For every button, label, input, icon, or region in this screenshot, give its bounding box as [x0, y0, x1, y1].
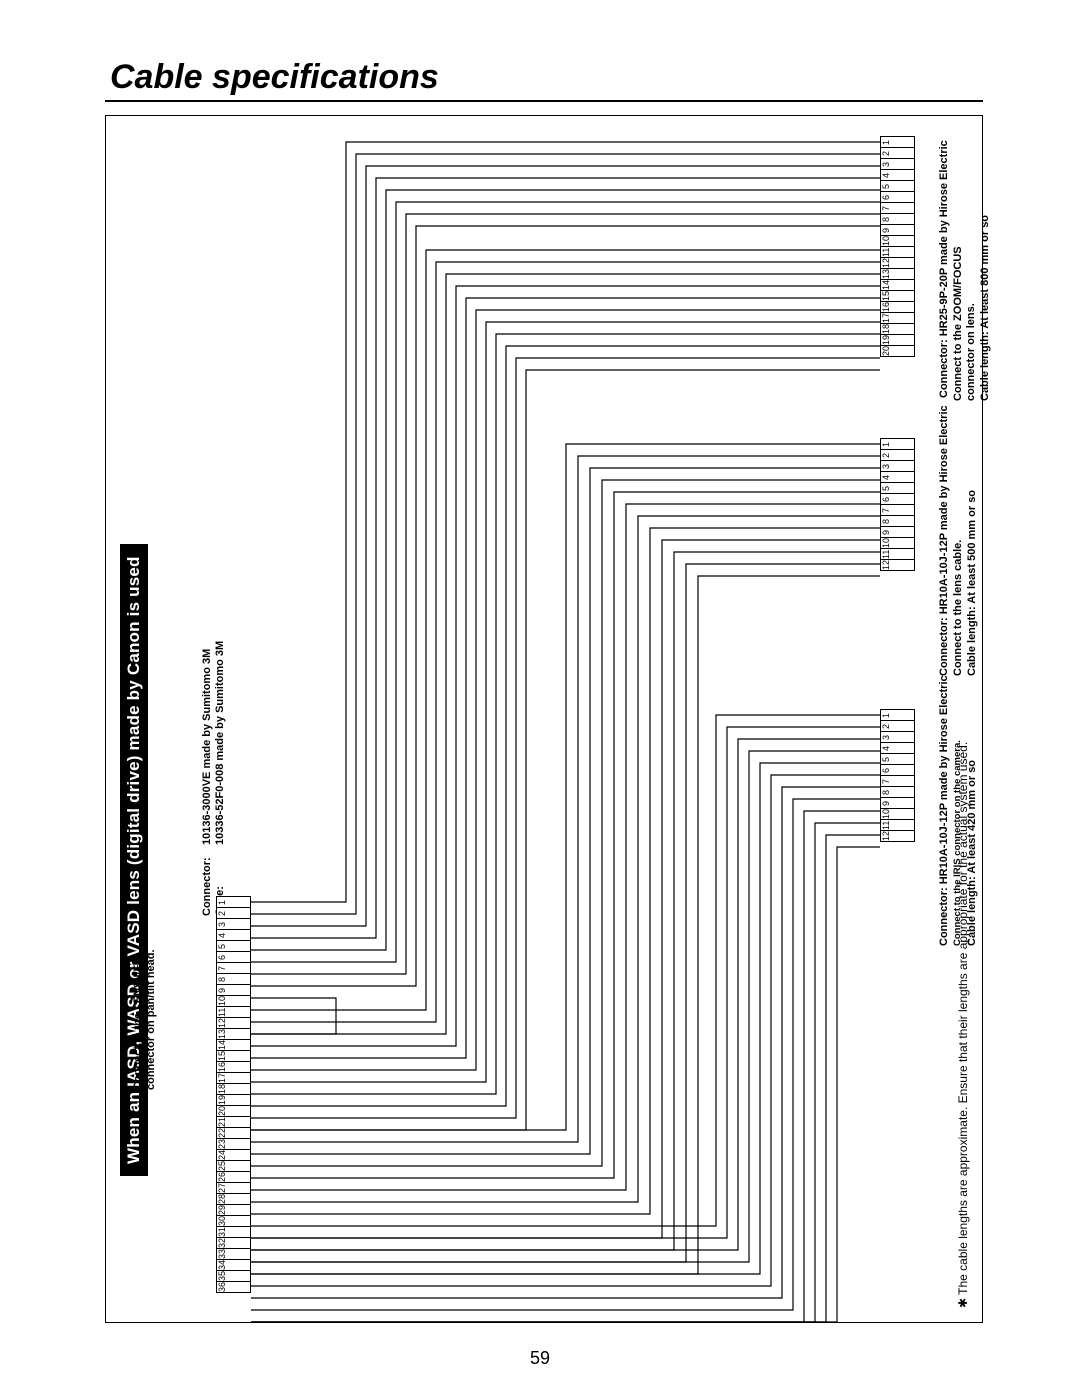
wiring-diagram — [106, 116, 984, 1324]
outer-frame: When an IASD, WASD or VASD lens (digital… — [105, 115, 983, 1323]
page-title: Cable specifications — [110, 58, 439, 97]
page-number: 59 — [0, 1348, 1080, 1369]
title-rule — [105, 100, 983, 102]
